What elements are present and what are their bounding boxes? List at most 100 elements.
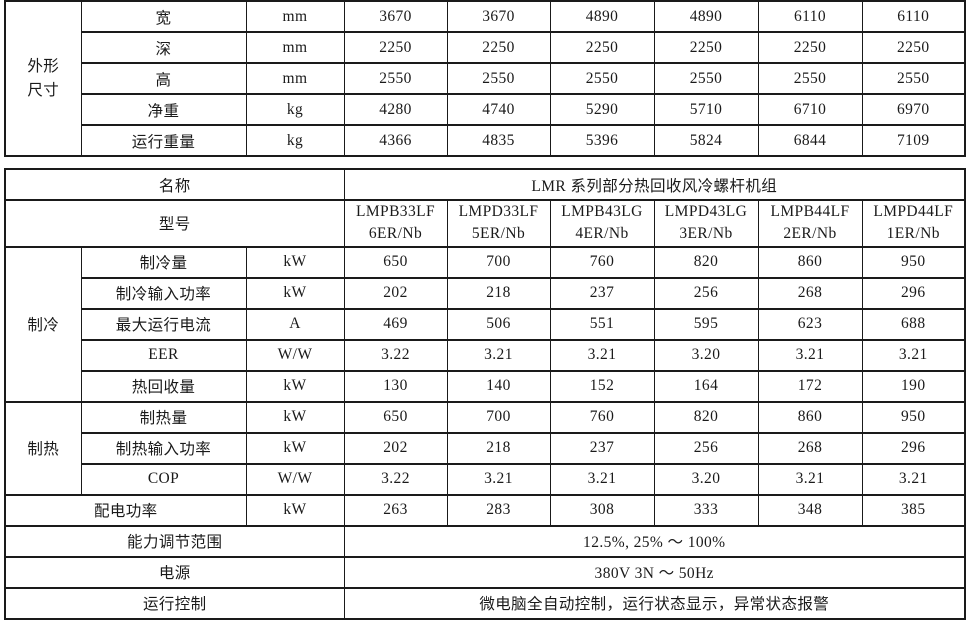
cell-heat-recovery-4: 164 <box>653 369 759 403</box>
model-3-line1: LMPB43LG <box>561 203 643 220</box>
cell-heating-input-power-4: 256 <box>653 431 759 465</box>
dimensions-group-label: 外形 尺寸 <box>4 1 82 157</box>
row-label-height: 高 <box>80 62 247 95</box>
cell-height-3: 2550 <box>549 62 655 95</box>
table-row: 制热输入功率 kW 202 218 237 256 268 296 <box>5 431 966 465</box>
model-label: 型号 <box>4 199 345 248</box>
heating-group-label: 制热 <box>4 400 82 496</box>
row-label-power-supply: 电源 <box>4 555 345 589</box>
model-4-line1: LMPD43LG <box>664 203 748 220</box>
cell-operating-weight-6: 7109 <box>861 124 966 156</box>
cell-cop-5: 3.21 <box>757 462 863 496</box>
cell-power-distribution-6: 385 <box>861 493 966 527</box>
cell-width-3: 4890 <box>549 1 655 33</box>
cell-cooling-input-power-1: 202 <box>343 276 448 310</box>
cell-cooling-capacity-4: 820 <box>653 245 759 279</box>
model-4-line2: 3ER/Nb <box>679 225 733 243</box>
table-row-power-distribution: 配电功率 kW 263 283 308 333 348 385 <box>4 493 966 527</box>
cell-depth-6: 2250 <box>861 31 966 64</box>
model-3-line2: 4ER/Nb <box>575 225 629 243</box>
cell-net-weight-2: 4740 <box>446 93 551 126</box>
cell-heating-capacity-5: 860 <box>757 400 863 434</box>
row-label-heat-recovery: 热回收量 <box>80 369 247 403</box>
dimensions-table: 外形 尺寸 宽 mm 3670 3670 4890 4890 6110 6110… <box>4 0 966 157</box>
cell-max-running-current-6: 688 <box>861 307 966 341</box>
cell-cooling-capacity-2: 700 <box>446 245 551 279</box>
table-row: 深 mm 2250 2250 2250 2250 2250 2250 <box>5 31 966 64</box>
cell-cop-1: 3.22 <box>343 462 448 496</box>
cell-heating-capacity-2: 700 <box>446 400 551 434</box>
cell-heating-input-power-6: 296 <box>861 431 966 465</box>
row-value-power-supply: 380V 3N ～ 50Hz <box>343 555 966 589</box>
cell-net-weight-1: 4280 <box>343 93 448 126</box>
row-unit-net-weight: kg <box>245 93 345 126</box>
cell-power-distribution-3: 308 <box>549 493 655 527</box>
row-value-capacity-range: 12.5%, 25% ～ 100% <box>343 524 966 558</box>
cell-width-1: 3670 <box>343 1 448 33</box>
row-unit-height: mm <box>245 62 345 95</box>
row-value-operation-control: 微电脑全自动控制，运行状态显示，异常状态报警 <box>343 586 966 619</box>
cell-cooling-input-power-3: 237 <box>549 276 655 310</box>
cell-depth-2: 2250 <box>446 31 551 64</box>
row-label-cop: COP <box>80 462 247 496</box>
cell-heat-recovery-2: 140 <box>446 369 551 403</box>
cell-heating-input-power-3: 237 <box>549 431 655 465</box>
dimensions-group-label-line1: 外形 <box>27 58 60 76</box>
table-row: 热回收量 kW 130 140 152 164 172 190 <box>5 369 966 403</box>
cell-height-5: 2550 <box>757 62 863 95</box>
row-unit-power-distribution: kW <box>245 493 345 527</box>
table-row: COP W/W 3.22 3.21 3.21 3.20 3.21 3.21 <box>5 462 966 496</box>
model-6-line1: LMPD44LF <box>873 203 954 220</box>
row-label-width: 宽 <box>80 1 247 33</box>
model-cell-4: LMPD43LG 3ER/Nb <box>653 199 759 248</box>
cell-cop-4: 3.20 <box>653 462 759 496</box>
model-cell-1: LMPB33LF 6ER/Nb <box>343 199 448 248</box>
cell-max-running-current-3: 551 <box>549 307 655 341</box>
row-label-depth: 深 <box>80 31 247 64</box>
cell-cooling-input-power-6: 296 <box>861 276 966 310</box>
cell-cooling-capacity-6: 950 <box>861 245 966 279</box>
table-row-power-supply: 电源 380V 3N ～ 50Hz <box>4 555 966 589</box>
cell-net-weight-5: 6710 <box>757 93 863 126</box>
model-2-line1: LMPD33LF <box>458 203 539 220</box>
model-6-line2: 1ER/Nb <box>886 225 940 243</box>
row-label-heating-capacity: 制热量 <box>80 400 247 434</box>
cell-height-2: 2550 <box>446 62 551 95</box>
cell-height-6: 2550 <box>861 62 966 95</box>
table-row: 净重 kg 4280 4740 5290 5710 6710 6970 <box>5 93 966 126</box>
cell-cooling-input-power-2: 218 <box>446 276 551 310</box>
cell-heating-input-power-2: 218 <box>446 431 551 465</box>
row-unit-cooling-capacity: kW <box>245 245 345 279</box>
row-unit-operating-weight: kg <box>245 124 345 156</box>
row-label-cooling-input-power: 制冷输入功率 <box>80 276 247 310</box>
cell-max-running-current-4: 595 <box>653 307 759 341</box>
row-label-eer: EER <box>80 338 247 372</box>
cell-eer-2: 3.21 <box>446 338 551 372</box>
cell-cop-2: 3.21 <box>446 462 551 496</box>
row-label-heating-input-power: 制热输入功率 <box>80 431 247 465</box>
table-row: 制冷 制冷量 kW 650 700 760 820 860 950 <box>4 245 966 403</box>
row-label-net-weight: 净重 <box>80 93 247 126</box>
cell-eer-4: 3.20 <box>653 338 759 372</box>
cell-width-6: 6110 <box>861 1 966 33</box>
cell-depth-3: 2250 <box>549 31 655 64</box>
row-unit-eer: W/W <box>245 338 345 372</box>
row-label-capacity-range: 能力调节范围 <box>4 524 345 558</box>
cell-max-running-current-1: 469 <box>343 307 448 341</box>
row-unit-max-running-current: A <box>245 307 345 341</box>
cell-power-distribution-1: 263 <box>343 493 448 527</box>
model-cell-2: LMPD33LF 5ER/Nb <box>446 199 551 248</box>
cell-cop-3: 3.21 <box>549 462 655 496</box>
row-unit-width: mm <box>245 1 345 33</box>
table-row: 制热 制热量 kW 650 700 760 820 860 950 <box>4 400 966 496</box>
row-label-operation-control: 运行控制 <box>4 586 345 619</box>
model-cell-5: LMPB44LF 2ER/Nb <box>757 199 863 248</box>
cell-max-running-current-5: 623 <box>757 307 863 341</box>
row-label-max-running-current: 最大运行电流 <box>80 307 247 341</box>
row-label-operating-weight: 运行重量 <box>80 124 247 156</box>
cell-depth-5: 2250 <box>757 31 863 64</box>
cell-heating-capacity-4: 820 <box>653 400 759 434</box>
cell-heating-capacity-1: 650 <box>343 400 448 434</box>
row-unit-heating-input-power: kW <box>245 431 345 465</box>
